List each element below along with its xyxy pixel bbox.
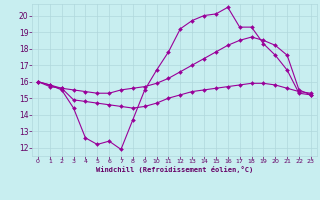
X-axis label: Windchill (Refroidissement éolien,°C): Windchill (Refroidissement éolien,°C) bbox=[96, 166, 253, 173]
